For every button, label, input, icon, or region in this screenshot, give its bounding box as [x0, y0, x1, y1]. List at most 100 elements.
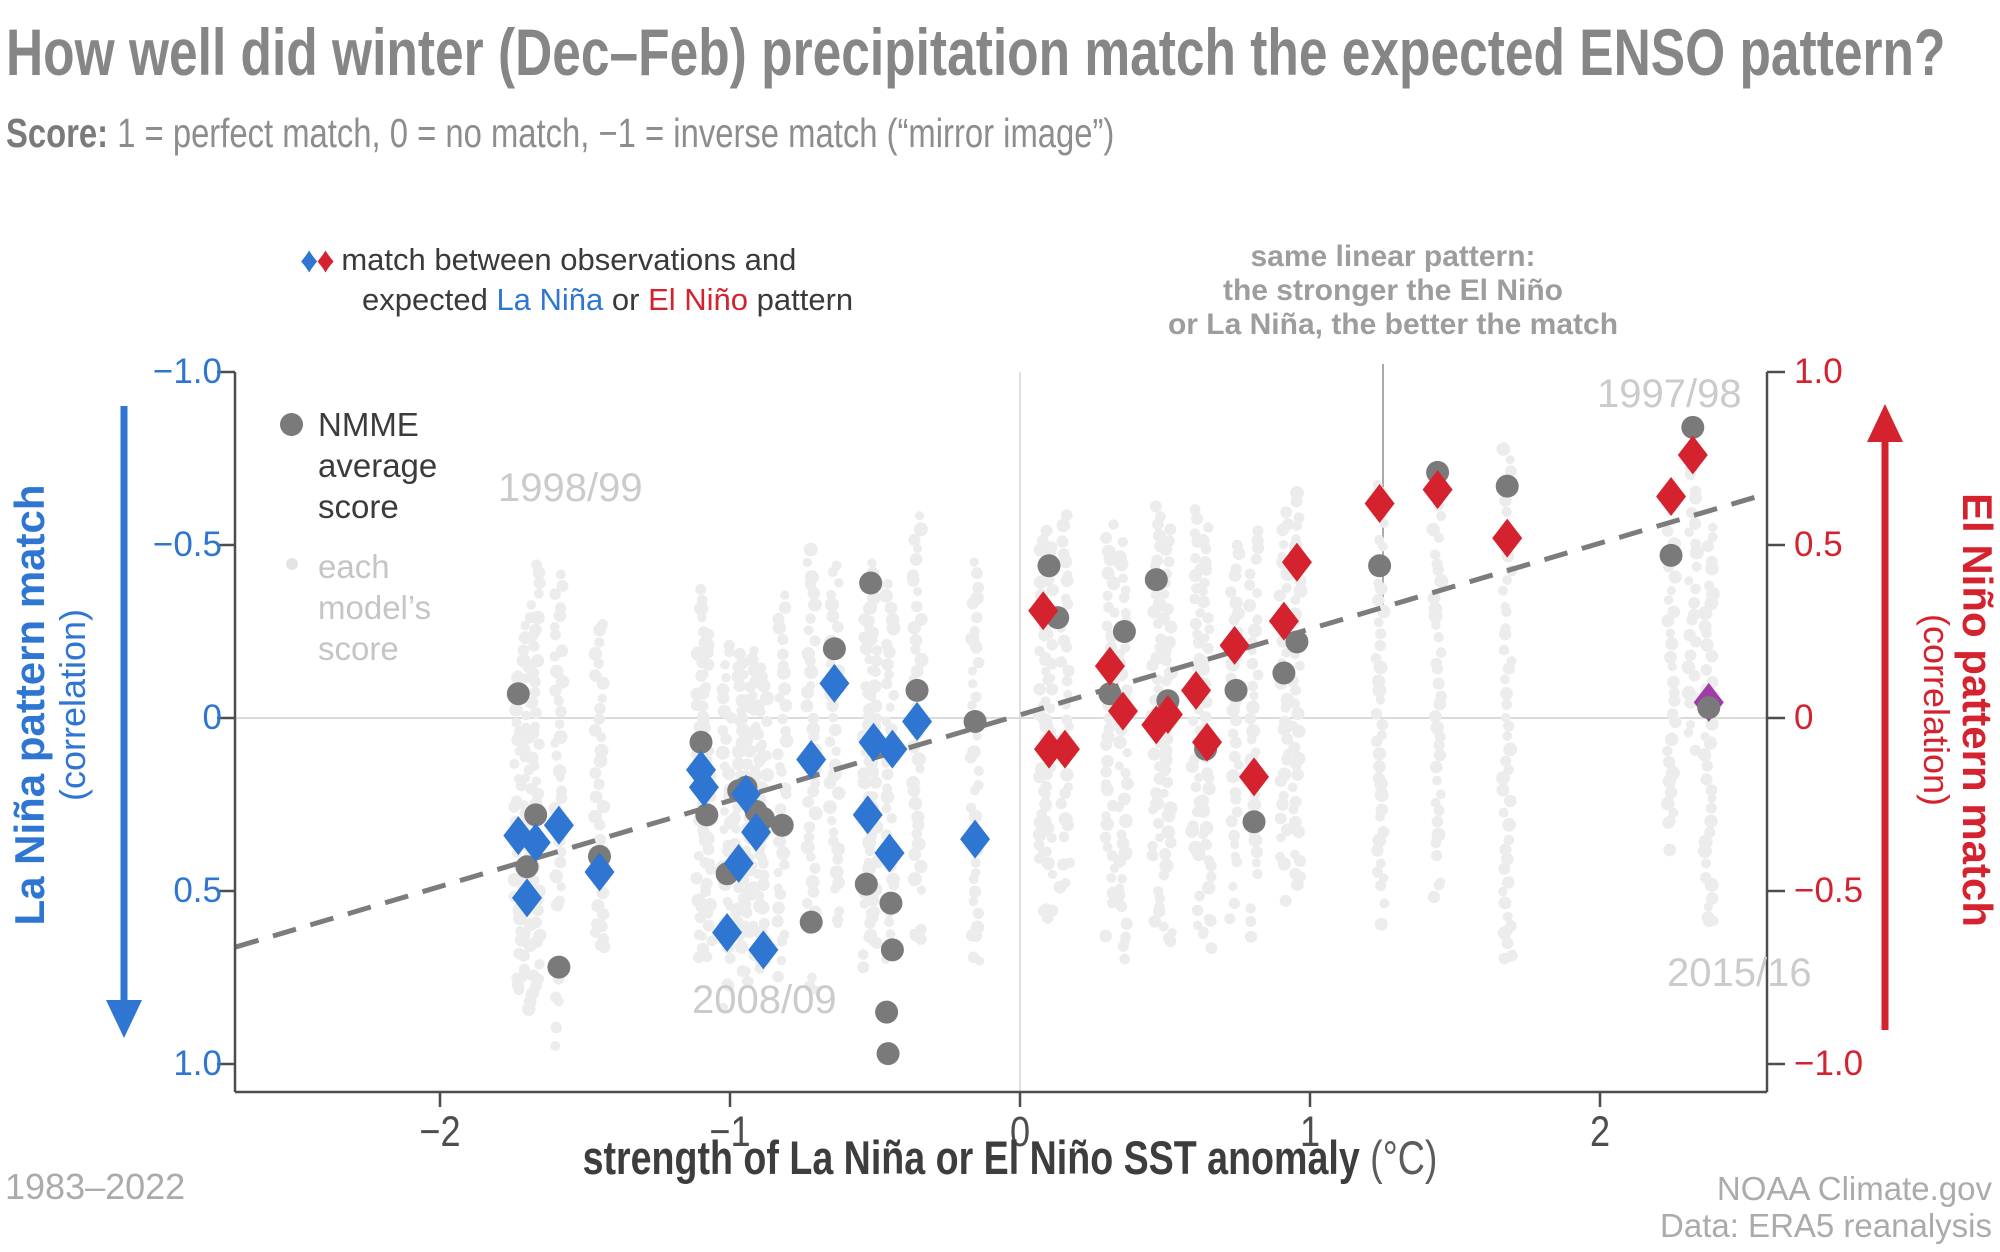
model-dot	[1101, 620, 1113, 632]
model-dot	[755, 900, 770, 915]
model-dot	[871, 645, 883, 656]
model-dot	[1038, 713, 1053, 728]
blue-diamond	[723, 843, 754, 883]
model-dot	[1150, 589, 1161, 600]
model-dot	[1372, 594, 1385, 607]
model-dot	[1252, 525, 1264, 537]
model-dot	[864, 845, 875, 856]
model-dot	[1374, 787, 1389, 802]
model-dot	[884, 669, 894, 680]
subtitle-text: 1 = perfect match, 0 = no match, −1 = in…	[108, 110, 1115, 156]
right-tick-neg05: −0.5	[1794, 871, 1864, 910]
model-dot	[531, 787, 545, 801]
model-dot	[865, 893, 880, 907]
model-dot	[1113, 802, 1124, 813]
model-dot	[823, 800, 837, 814]
model-dot	[551, 1021, 561, 1031]
model-dot	[1662, 774, 1677, 789]
blue-diamond-icon: ♦	[300, 239, 318, 280]
model-dot	[1163, 934, 1176, 947]
model-dot	[701, 951, 713, 963]
model-dot	[728, 812, 741, 825]
nmme-average-dot	[859, 571, 883, 595]
model-dot	[746, 891, 757, 901]
model-dot	[1156, 611, 1170, 625]
model-dot	[1230, 793, 1242, 805]
red-diamond	[1034, 729, 1064, 769]
model-dot	[518, 743, 531, 756]
model-dot	[870, 655, 883, 667]
model-dot	[964, 751, 977, 764]
model-dot	[1100, 739, 1113, 751]
model-dot	[549, 622, 560, 632]
model-dot	[700, 831, 715, 846]
model-dot	[719, 806, 730, 816]
model-dot	[1432, 677, 1445, 690]
model-dot	[800, 840, 815, 855]
model-dot	[1276, 833, 1286, 843]
model-dot	[1433, 632, 1444, 643]
model-dot	[888, 689, 900, 701]
model-dot	[526, 696, 539, 709]
model-dot	[1250, 553, 1262, 565]
model-dot	[1375, 880, 1387, 892]
model-dot	[1033, 853, 1045, 864]
model-dot	[1042, 913, 1054, 924]
model-dot	[741, 758, 753, 771]
model-dot	[1160, 654, 1172, 667]
model-dot	[1190, 617, 1202, 630]
model-dot	[857, 775, 872, 790]
model-dot	[513, 911, 528, 926]
model-dot	[772, 901, 785, 915]
model-dot	[801, 897, 813, 909]
model-dot	[555, 569, 566, 580]
model-dot	[1496, 783, 1510, 797]
model-dot	[968, 809, 982, 823]
model-dot	[1100, 766, 1112, 778]
model-dot	[593, 754, 608, 768]
model-dot	[518, 631, 532, 645]
model-dot	[723, 980, 735, 992]
model-dot	[800, 685, 815, 699]
model-dot	[1099, 929, 1112, 943]
red-diamond	[1049, 729, 1080, 769]
model-dot	[1665, 732, 1679, 747]
model-dot	[1162, 603, 1174, 615]
model-dot	[738, 669, 749, 680]
model-dot	[1428, 609, 1443, 624]
model-dot	[1429, 709, 1442, 723]
model-dot	[1434, 574, 1449, 589]
model-dot	[1689, 545, 1704, 560]
model-dot	[1161, 825, 1176, 840]
model-dot	[1153, 902, 1165, 914]
model-dot	[869, 776, 883, 789]
model-dot	[1150, 500, 1162, 513]
model-dot	[970, 785, 980, 796]
model-dot	[702, 658, 715, 671]
model-dot	[965, 929, 979, 942]
nmme-average-dot	[879, 891, 903, 915]
model-dot	[973, 765, 984, 777]
legend-obs-line1: ♦♦ match between observations and	[300, 239, 797, 280]
model-dot	[968, 874, 979, 885]
model-dot	[1246, 657, 1259, 670]
nmme-average-dot	[905, 678, 929, 702]
red-diamond	[1239, 757, 1270, 797]
model-dot	[884, 601, 898, 615]
model-dot	[527, 987, 540, 999]
model-dot	[735, 712, 749, 725]
model-dot	[526, 600, 537, 610]
model-dot	[555, 772, 565, 782]
model-dot	[1244, 712, 1257, 725]
model-dot	[1164, 620, 1178, 634]
model-dot	[1431, 850, 1443, 862]
x-tick-1: 1	[1299, 1108, 1321, 1156]
model-dot	[1120, 917, 1133, 930]
model-dot	[1188, 569, 1202, 583]
model-dot	[1115, 648, 1125, 659]
model-dot	[863, 601, 878, 615]
model-dot	[888, 879, 900, 891]
model-dot	[533, 738, 545, 750]
model-dot	[1122, 747, 1132, 758]
model-dot	[1291, 768, 1304, 781]
